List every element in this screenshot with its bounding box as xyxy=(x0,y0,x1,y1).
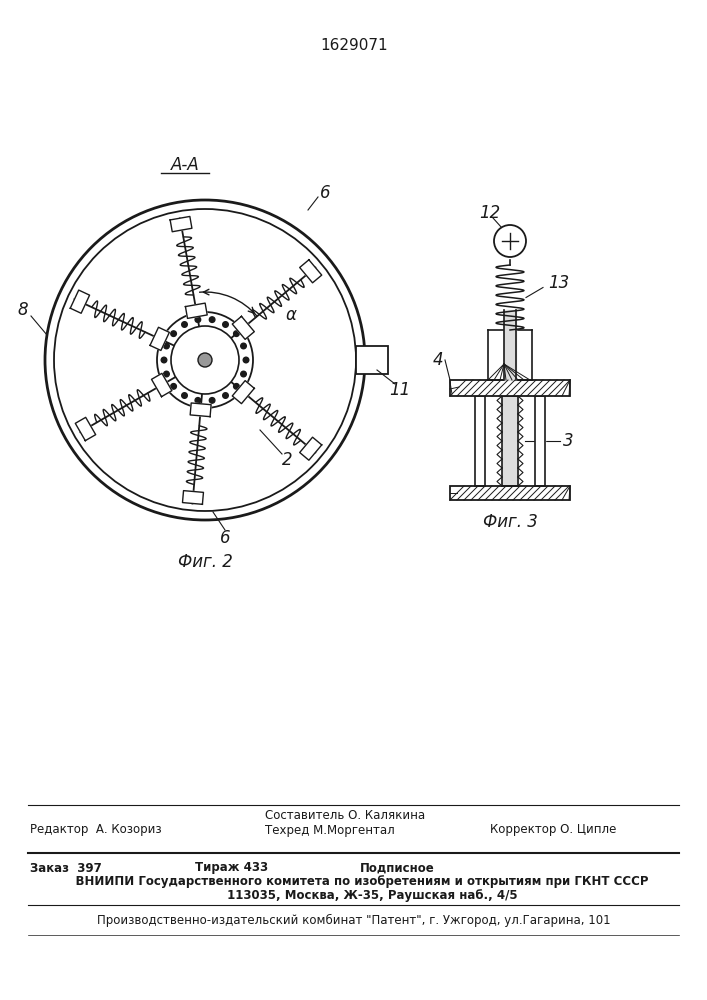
Polygon shape xyxy=(233,316,255,339)
Polygon shape xyxy=(475,396,485,486)
Circle shape xyxy=(209,398,215,403)
Polygon shape xyxy=(535,396,545,486)
Bar xyxy=(356,346,388,374)
Text: Подписное: Подписное xyxy=(360,861,435,874)
Polygon shape xyxy=(70,290,90,313)
Circle shape xyxy=(233,331,239,336)
Circle shape xyxy=(209,317,215,322)
Text: 2: 2 xyxy=(281,451,292,469)
Circle shape xyxy=(161,357,167,363)
Text: 11: 11 xyxy=(390,381,411,399)
Circle shape xyxy=(171,326,239,394)
Text: Заказ  397: Заказ 397 xyxy=(30,861,102,874)
Text: Тираж 433: Тираж 433 xyxy=(195,861,268,874)
Polygon shape xyxy=(170,216,192,232)
Polygon shape xyxy=(233,381,255,404)
Text: 8: 8 xyxy=(18,301,28,319)
Circle shape xyxy=(240,343,246,349)
Circle shape xyxy=(240,371,246,377)
Circle shape xyxy=(182,322,187,327)
Polygon shape xyxy=(182,491,204,504)
Circle shape xyxy=(171,384,176,389)
Text: Корректор О. Ципле: Корректор О. Ципле xyxy=(490,824,617,836)
Circle shape xyxy=(182,393,187,398)
Circle shape xyxy=(223,393,228,398)
Polygon shape xyxy=(151,373,172,397)
Text: Фиг. 2: Фиг. 2 xyxy=(177,553,233,571)
Circle shape xyxy=(157,312,253,408)
Circle shape xyxy=(233,384,239,389)
Text: 113035, Москва, Ж-35, Раушская наб., 4/5: 113035, Москва, Ж-35, Раушская наб., 4/5 xyxy=(190,890,518,902)
Circle shape xyxy=(164,371,169,377)
Circle shape xyxy=(243,357,249,363)
Polygon shape xyxy=(300,437,322,460)
Bar xyxy=(450,486,570,500)
Text: А-А: А-А xyxy=(170,156,199,174)
Circle shape xyxy=(223,322,228,327)
Circle shape xyxy=(195,317,201,322)
Circle shape xyxy=(171,331,176,336)
Text: ВНИИПИ Государственного комитета по изобретениям и открытиям при ГКНТ СССР: ВНИИПИ Государственного комитета по изоб… xyxy=(59,876,649,888)
Polygon shape xyxy=(185,303,207,318)
Text: Редактор  А. Козориз: Редактор А. Козориз xyxy=(30,824,162,836)
Circle shape xyxy=(195,398,201,403)
Text: 6: 6 xyxy=(320,184,330,202)
Text: Фиг. 3: Фиг. 3 xyxy=(483,513,537,531)
Text: Производственно-издательский комбинат "Патент", г. Ужгород, ул.Гагарина, 101: Производственно-издательский комбинат "П… xyxy=(97,913,611,927)
Text: 12: 12 xyxy=(479,204,501,222)
Text: 4: 4 xyxy=(433,351,443,369)
Polygon shape xyxy=(75,417,95,441)
Polygon shape xyxy=(488,330,532,380)
Polygon shape xyxy=(190,403,211,417)
Polygon shape xyxy=(502,396,518,486)
Text: 3: 3 xyxy=(563,432,573,450)
Text: Составитель О. Калякина
Техред М.Моргентал: Составитель О. Калякина Техред М.Моргент… xyxy=(265,809,425,837)
Bar xyxy=(450,380,570,396)
Text: 6: 6 xyxy=(220,529,230,547)
Circle shape xyxy=(198,353,212,367)
Text: 13: 13 xyxy=(548,273,569,292)
Text: α: α xyxy=(286,306,296,324)
Polygon shape xyxy=(150,327,170,350)
Polygon shape xyxy=(300,260,322,283)
Text: 1629071: 1629071 xyxy=(320,37,388,52)
Circle shape xyxy=(164,343,169,349)
Circle shape xyxy=(494,225,526,257)
Polygon shape xyxy=(504,310,516,380)
